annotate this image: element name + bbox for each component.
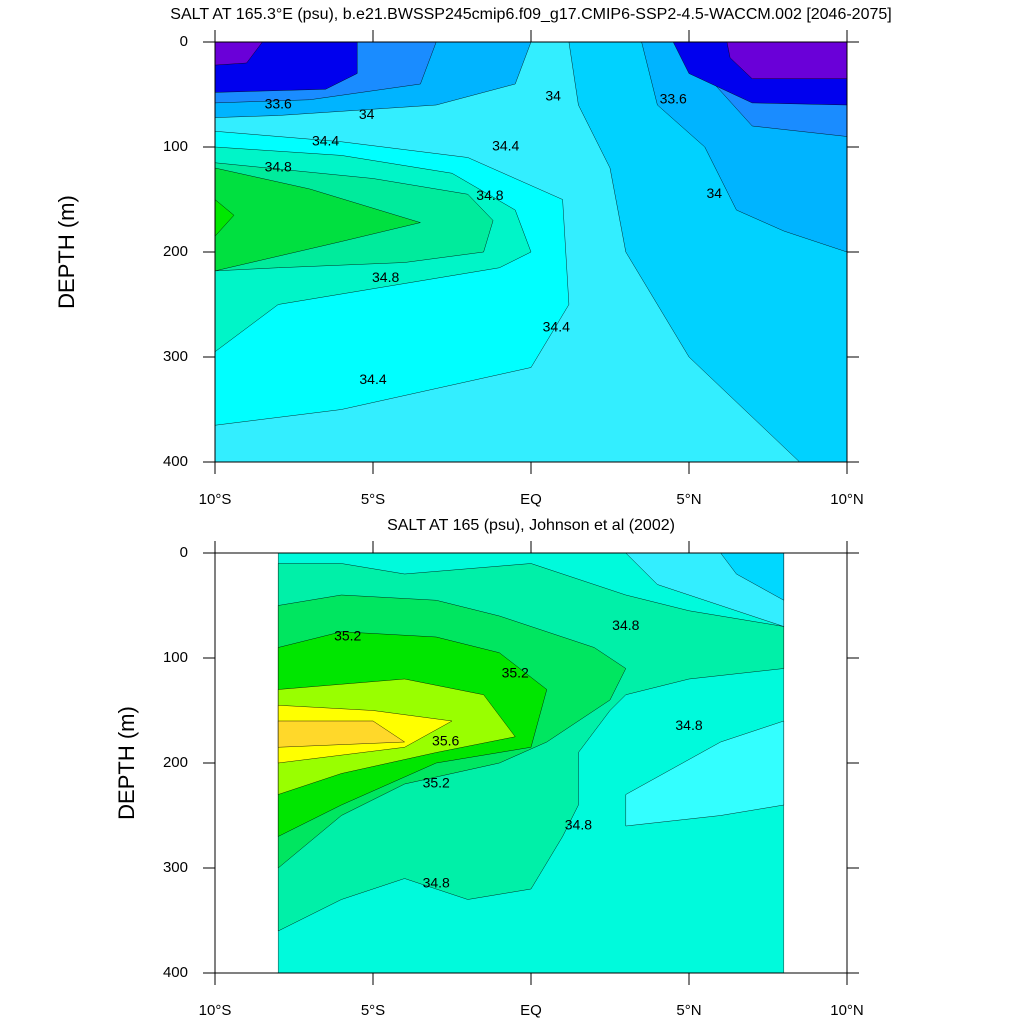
y-tick-label: 0 <box>180 33 188 50</box>
contour-label: 33.6 <box>660 90 687 106</box>
y-axis-label: DEPTH (m) <box>54 195 79 309</box>
x-tick-label: 5°S <box>361 491 385 508</box>
contour-label: 34.4 <box>359 371 386 387</box>
contour-region <box>625 720 784 827</box>
x-tick-label: 10°N <box>830 491 864 508</box>
y-tick-label: 300 <box>163 348 188 365</box>
x-tick-label: 10°S <box>199 1002 232 1019</box>
y-axis-label: DEPTH (m) <box>114 706 139 820</box>
y-tick-label: 100 <box>163 138 188 155</box>
contour-label: 35.2 <box>334 628 361 644</box>
y-tick-label: 200 <box>163 243 188 260</box>
y-tick-label: 200 <box>163 754 188 771</box>
contour-label: 34.4 <box>492 138 519 154</box>
contour-label: 34.8 <box>565 817 592 833</box>
contour-label: 34.8 <box>612 617 639 633</box>
y-tick-label: 0 <box>180 544 188 561</box>
contour-label: 34 <box>359 106 375 122</box>
contour-label: 35.2 <box>502 664 529 680</box>
x-tick-label: 5°N <box>676 1002 701 1019</box>
contour-label: 35.2 <box>423 775 450 791</box>
contour-label: 34.8 <box>675 717 702 733</box>
contour-label: 34.8 <box>476 187 503 203</box>
contour-label: 34 <box>545 87 561 103</box>
contour-label: 34.8 <box>265 159 292 175</box>
contour-fill <box>278 552 784 974</box>
y-tick-label: 300 <box>163 859 188 876</box>
x-tick-label: 10°N <box>830 1002 864 1019</box>
contour-region <box>278 720 406 748</box>
contour-label: 35.6 <box>432 733 459 749</box>
y-tick-label: 100 <box>163 649 188 666</box>
contour-fill <box>214 41 848 463</box>
contour-label: 34.8 <box>423 874 450 890</box>
contour-label: 33.6 <box>265 96 292 112</box>
x-tick-label: EQ <box>520 1002 542 1019</box>
x-tick-label: 5°N <box>676 491 701 508</box>
chart-title: SALT AT 165.3°E (psu), b.e21.BWSSP245cmi… <box>170 6 891 23</box>
contour-label: 34.8 <box>372 269 399 285</box>
contour-label: 34 <box>706 185 722 201</box>
y-tick-label: 400 <box>163 453 188 470</box>
chart-title: SALT AT 165 (psu), Johnson et al (2002) <box>387 517 675 534</box>
x-tick-label: 10°S <box>199 491 232 508</box>
x-tick-label: 5°S <box>361 1002 385 1019</box>
contour-label: 34.4 <box>312 132 339 148</box>
x-tick-label: EQ <box>520 491 542 508</box>
y-tick-label: 400 <box>163 964 188 981</box>
contour-label: 34.4 <box>543 318 570 334</box>
